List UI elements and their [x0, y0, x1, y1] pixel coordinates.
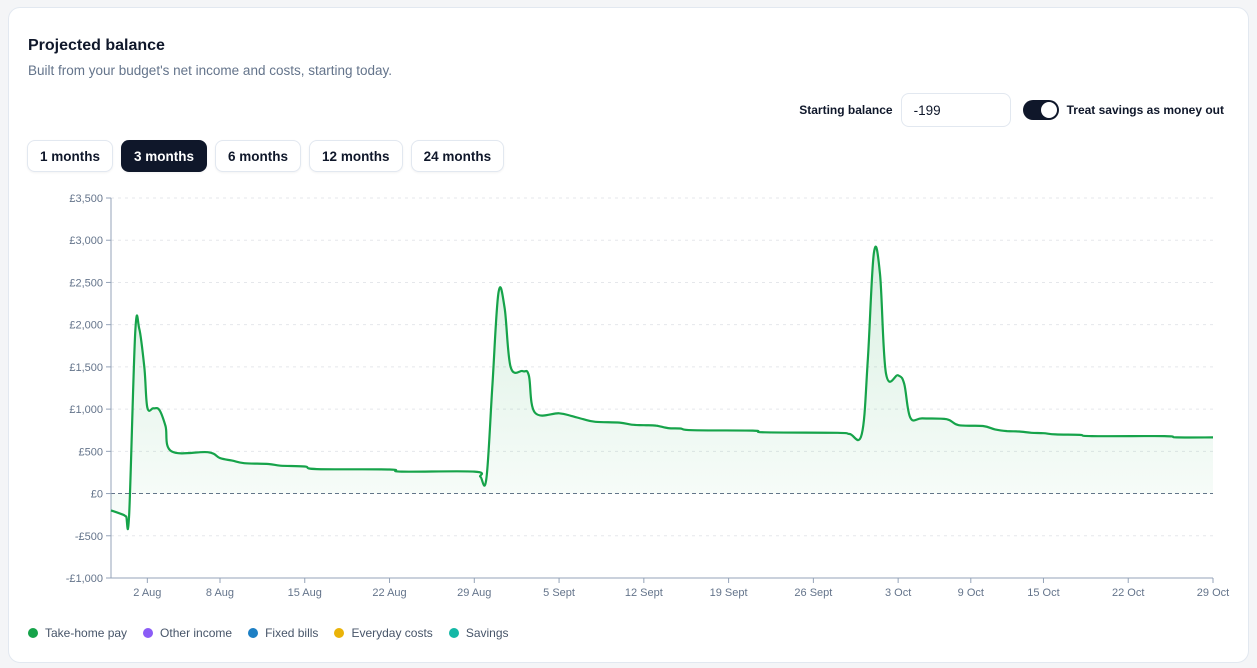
- x-tick-label: 15 Oct: [1027, 587, 1059, 599]
- legend-dot: [334, 628, 345, 638]
- y-tick-label: £1,500: [69, 362, 103, 374]
- range-12-months-button[interactable]: 12 months: [309, 140, 403, 172]
- y-tick-label: £0: [91, 489, 103, 501]
- x-tick-label: 8 Aug: [206, 587, 234, 599]
- legend-dot: [143, 628, 154, 638]
- y-tick-label: £2,000: [69, 320, 103, 332]
- legend-dot: [28, 628, 38, 638]
- starting-balance-input[interactable]: [900, 93, 1011, 127]
- x-tick-label: 29 Oct: [1197, 587, 1229, 599]
- legend-item-other-income[interactable]: Other income: [143, 626, 232, 640]
- x-tick-label: 3 Oct: [885, 587, 911, 599]
- x-tick-label: 26 Sept: [794, 587, 832, 599]
- y-tick-label: £500: [79, 446, 103, 458]
- legend-item-everyday-costs[interactable]: Everyday costs: [334, 626, 433, 640]
- x-tick-label: 9 Oct: [958, 587, 984, 599]
- y-tick-label: £2,500: [69, 277, 103, 289]
- treat-savings-label: Treat savings as money out: [1066, 103, 1224, 117]
- legend-label: Fixed bills: [265, 626, 319, 640]
- range-selector: 1 months 3 months 6 months 12 months 24 …: [27, 140, 505, 172]
- range-3-months-button[interactable]: 3 months: [121, 140, 208, 172]
- range-24-months-button[interactable]: 24 months: [410, 140, 505, 172]
- legend-dot: [448, 628, 459, 638]
- legend-label: Savings: [465, 626, 509, 640]
- y-tick-label: £3,500: [69, 193, 103, 205]
- x-tick-label: 22 Oct: [1112, 587, 1144, 599]
- card-title: Projected balance: [28, 37, 165, 54]
- x-tick-label: 12 Sept: [625, 587, 663, 599]
- controls-bar: Starting balance Treat savings as money …: [799, 93, 1224, 127]
- y-tick-label: £3,000: [69, 235, 103, 247]
- chart-legend: Take-home pay Other income Fixed bills E…: [28, 626, 509, 640]
- x-tick-label: 5 Sept: [543, 587, 575, 599]
- projected-balance-card: Projected balance Built from your budget…: [8, 7, 1249, 663]
- y-tick-label: £1,000: [69, 404, 103, 416]
- legend-label: Everyday costs: [351, 626, 433, 640]
- toggle-knob: [1040, 102, 1057, 118]
- x-tick-label: 22 Aug: [372, 587, 406, 599]
- legend-item-fixed-bills[interactable]: Fixed bills: [248, 626, 318, 640]
- balance-line: [110, 245, 1214, 531]
- y-tick-label: -£500: [75, 531, 103, 543]
- legend-label: Other income: [160, 626, 233, 640]
- y-tick-label: -£1,000: [66, 573, 103, 585]
- legend-dot: [248, 628, 259, 638]
- range-1-months-button[interactable]: 1 months: [27, 140, 114, 172]
- card-subtitle: Built from your budget's net income and …: [28, 63, 393, 78]
- range-6-months-button[interactable]: 6 months: [215, 140, 302, 172]
- treat-savings-toggle[interactable]: [1022, 100, 1059, 120]
- legend-item-take-home-pay[interactable]: Take-home pay: [28, 626, 127, 640]
- projected-balance-chart: £3,500 £3,000 £2,500 £2,000 £1,500 £1,000 £500…: [66, 193, 1230, 599]
- x-tick-label: 29 Aug: [457, 587, 491, 599]
- legend-label: Take-home pay: [45, 626, 128, 640]
- starting-balance-label: Starting balance: [799, 103, 893, 117]
- balance-area: [111, 246, 1213, 530]
- legend-item-savings[interactable]: Savings: [448, 626, 509, 640]
- x-tick-label: 15 Aug: [288, 587, 322, 599]
- x-tick-label: 19 Sept: [710, 587, 748, 599]
- x-tick-label: 2 Aug: [133, 587, 161, 599]
